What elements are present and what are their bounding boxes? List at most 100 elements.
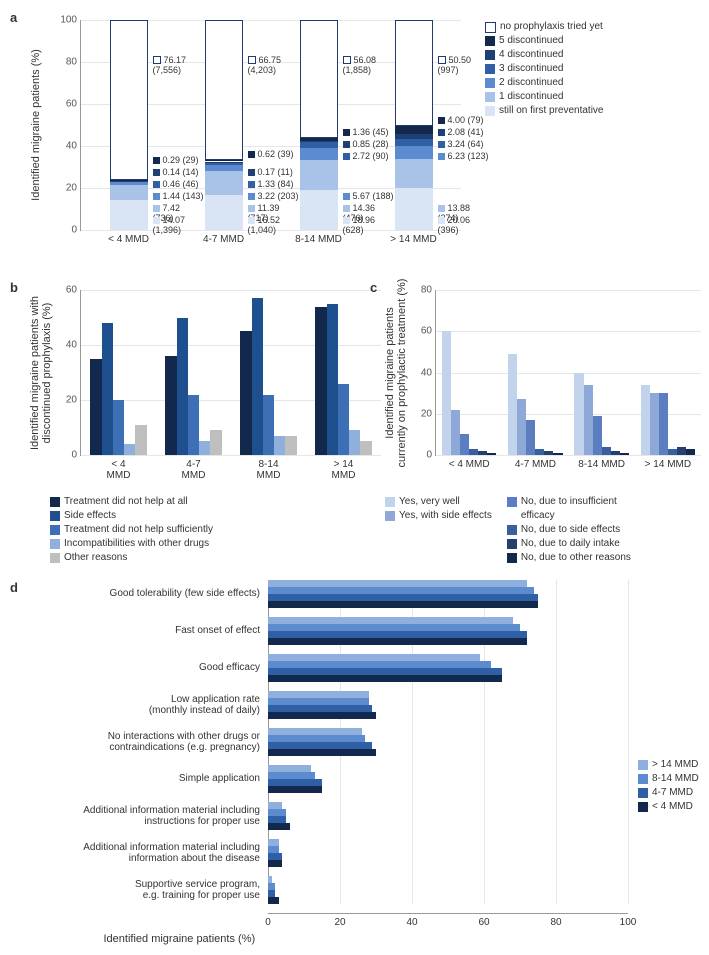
panel-d-row-label: Good efficacy [10, 662, 268, 674]
panel-d-row-label: Additional information material includin… [10, 842, 268, 865]
panel-d-legend-item: 8-14 MMD [638, 772, 699, 786]
panel-a-bar-segment [205, 195, 243, 230]
panel-c-legend-item: No, due to daily intake [507, 537, 631, 551]
panel-a-annotation: 1.44 (143) [153, 192, 204, 202]
panel-d-bar [268, 675, 502, 682]
panel-d-bar [268, 631, 527, 638]
panel-a-bar-segment [300, 148, 338, 160]
panel-d-bar [268, 691, 369, 698]
panel-c-bar [650, 393, 659, 455]
panel-a-bar-segment [110, 182, 148, 185]
panel-b-legend-item: Other reasons [50, 551, 213, 565]
panel-b-label: b [10, 280, 18, 295]
panel-d-bar [268, 876, 272, 883]
panel-a-bar-segment [300, 142, 338, 148]
panel-d-row-label: Low application rate (monthly instead of… [10, 694, 268, 717]
panel-b-bar [90, 359, 101, 455]
panel-a-bar-segment [300, 141, 338, 143]
panel-a-chart: Identified migraine patients (%) 0204060… [80, 20, 461, 231]
panel-b-chart: Identified migraine patients with discon… [80, 290, 381, 456]
panel-b-bar [240, 331, 251, 455]
panel-d-bar [268, 749, 376, 756]
panel-d-bar [268, 765, 311, 772]
panel-a-legend-item: no prophylaxis tried yet [485, 20, 604, 34]
panel-a-annotation: 18.96 (628) [343, 216, 376, 236]
panel-c-bar [517, 399, 526, 455]
panel-c-bar [460, 434, 469, 455]
panel-a-annotation: 76.17 (7,556) [153, 56, 187, 76]
panel-d-bar [268, 897, 279, 904]
panel-b-bar [199, 441, 210, 455]
panel-d-bar [268, 594, 538, 601]
panel-c-legend-item: No, due to insufficient efficacy [507, 495, 631, 523]
panel-a: a Identified migraine patients (%) 02040… [10, 10, 699, 270]
panel-a-annotation: 16.52 (1,040) [248, 216, 281, 236]
panel-c-bar [668, 449, 677, 455]
panel-c-bar [508, 354, 517, 455]
panel-d-legend-item: < 4 MMD [638, 800, 699, 814]
panel-d-row-label: Fast onset of effect [10, 625, 268, 637]
panel-d-row: Additional information material includin… [10, 802, 699, 830]
panel-d-bar [268, 712, 376, 719]
panel-a-annotation: 1.33 (84) [248, 180, 294, 190]
panel-a-legend-item: 5 discontinued [485, 34, 604, 48]
panel-a-bar-segment [205, 171, 243, 195]
panel-b-bar [285, 436, 296, 455]
panel-c-bar [478, 451, 487, 455]
panel-d-bar [268, 772, 315, 779]
panel-a-annotation: 2.72 (90) [343, 152, 389, 162]
panel-a-annotation: 0.17 (11) [248, 168, 293, 178]
panel-b-legend-item: Treatment did not help sufficiently [50, 523, 213, 537]
panel-a-bar-segment [110, 185, 148, 201]
panel-c-bar [526, 420, 535, 455]
panel-c-bar [677, 447, 686, 455]
panel-a-legend-item: 1 discontinued [485, 90, 604, 104]
panel-d-bar [268, 735, 365, 742]
panel-b-bar [338, 384, 349, 456]
panel-d-bar [268, 661, 491, 668]
panel-c-ytitle: Identified migraine patients currently o… [384, 278, 408, 467]
panel-b-legend-item: Treatment did not help at all [50, 495, 213, 509]
panel-c-legend: Yes, very wellYes, with side effectsNo, … [385, 495, 631, 565]
panel-a-bar-segment [300, 20, 338, 138]
panel-b-legend-item: Side effects [50, 509, 213, 523]
panel-a-bar-segment [300, 190, 338, 230]
panel-d-bar [268, 786, 322, 793]
panel-b-bar [102, 323, 113, 455]
panel-d-row: Additional information material includin… [10, 839, 699, 867]
panel-a-bar-segment [395, 20, 433, 126]
panel-d-bar [268, 728, 362, 735]
panel-c-legend-item: No, due to side effects [507, 523, 631, 537]
panel-d-xtitle: Identified migraine patients (%) [104, 933, 709, 945]
panel-c-bar [641, 385, 650, 455]
panel-a-label: a [10, 10, 17, 25]
panel-a-bar-segment [205, 20, 243, 160]
panel-a-annotation: 3.22 (203) [248, 192, 299, 202]
panel-b-legend: Treatment did not help at allSide effect… [50, 495, 213, 565]
panel-a-bar-segment [395, 126, 433, 134]
panel-d-bar [268, 853, 282, 860]
panel-c-bar [584, 385, 593, 455]
panel-a-bar-segment [395, 134, 433, 138]
panel-a-annotation: 5.67 (188) [343, 192, 394, 202]
panel-d-bar [268, 809, 286, 816]
panel-c-chart: Identified migraine patients currently o… [435, 290, 701, 456]
panel-a-bar-segment [110, 200, 148, 230]
panel-b-bar [113, 400, 124, 455]
panel-c-bar [611, 451, 620, 455]
panel-c-bar [553, 453, 562, 455]
panel-a-annotation: 0.62 (39) [248, 150, 294, 160]
panel-d-row: Good tolerability (few side effects) [10, 580, 699, 608]
panel-d-bar [268, 601, 538, 608]
panel-d-legend-item: 4-7 MMD [638, 786, 699, 800]
panel-d-bar [268, 860, 282, 867]
panel-a-annotation: 2.08 (41) [438, 128, 484, 138]
panel-c-bar [487, 453, 496, 455]
panel-c-bar [544, 451, 553, 455]
panel-c-bar [593, 416, 602, 455]
panel-a-bar-segment [205, 165, 243, 172]
panel-c-bar [442, 331, 451, 455]
panel-a-annotation: 6.23 (123) [438, 152, 489, 162]
panel-a-bar-segment [300, 160, 338, 190]
panel-d: d Good tolerability (few side effects)Fa… [10, 580, 699, 945]
